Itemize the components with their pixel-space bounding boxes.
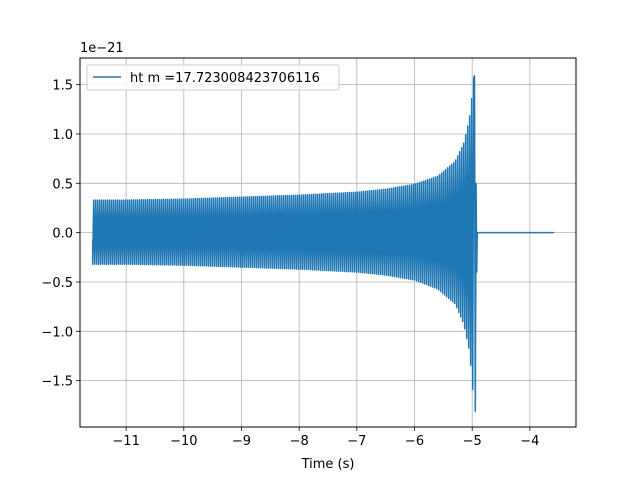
y-tick-label: −1.0 — [41, 325, 73, 340]
x-axis-label: Time (s) — [301, 457, 355, 472]
x-tick-label: −5 — [463, 434, 482, 449]
x-tick-label: −8 — [290, 434, 309, 449]
y-offset-text: 1e−21 — [80, 41, 124, 56]
legend: ht m =17.723008423706116 — [86, 64, 340, 91]
y-tick-label: 0.0 — [52, 227, 73, 242]
plot-area — [91, 75, 555, 412]
legend-box — [86, 64, 340, 91]
ticks: −11 −10 −9 −8 −7 −6 −5 −4 −1.5 −1.0 −0.5 0.0 0.5 1.0 1… — [41, 79, 539, 449]
y-tick-label: 0.5 — [52, 177, 73, 192]
legend-series-label: ht m =17.723008423706116 — [130, 71, 320, 86]
x-tick-label: −6 — [405, 434, 424, 449]
x-tick-label: −9 — [232, 434, 251, 449]
series-line — [91, 75, 555, 412]
y-tick-label: 1.0 — [52, 128, 73, 143]
x-tick-label: −7 — [347, 434, 366, 449]
y-tick-label: 1.5 — [52, 79, 73, 94]
axes-frame — [79, 57, 577, 428]
y-tick-label: −0.5 — [41, 276, 73, 291]
x-tick-label: −4 — [520, 434, 539, 449]
y-tick-label: −1.5 — [41, 375, 73, 390]
x-tick-label: −10 — [170, 434, 197, 449]
x-tick-label: −11 — [112, 434, 139, 449]
